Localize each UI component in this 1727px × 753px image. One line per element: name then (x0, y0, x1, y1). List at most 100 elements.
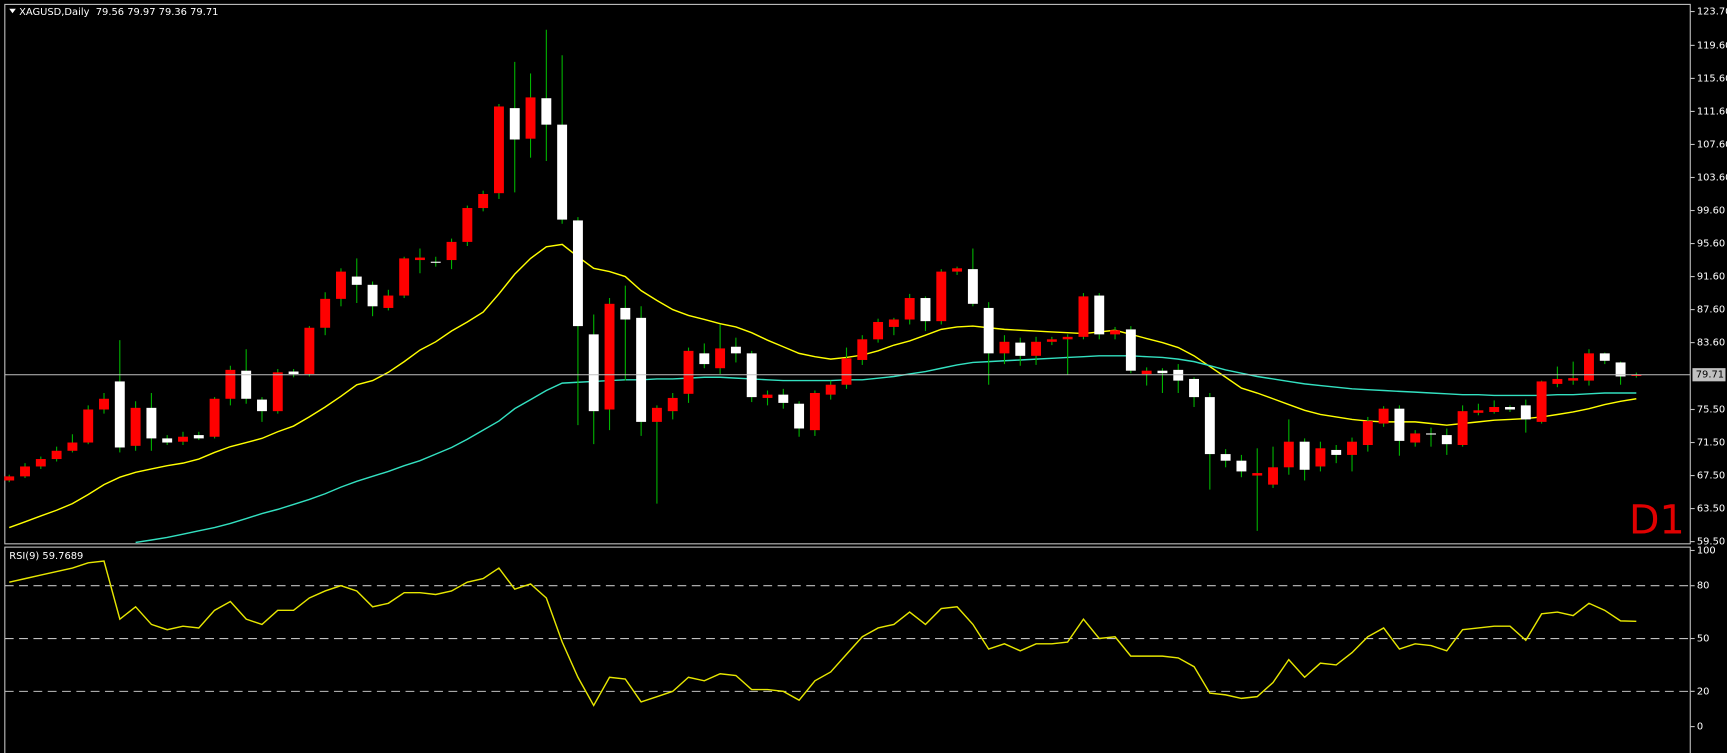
candle-body (288, 371, 299, 374)
candle-body (272, 372, 283, 412)
candle-body (478, 194, 489, 209)
candle-body (493, 106, 504, 194)
candle-body (130, 407, 141, 446)
candle-body (162, 438, 173, 443)
candle-body (1252, 473, 1263, 476)
y-tick-label: 119.60 (1697, 40, 1727, 51)
candle-body (304, 327, 315, 374)
candle-body (1552, 378, 1563, 384)
candle-body (51, 450, 62, 460)
candle-body (888, 319, 899, 327)
candle-body (794, 403, 805, 429)
candle-body (667, 397, 678, 412)
candle-body (1220, 454, 1231, 461)
y-tick-label: 50 (1697, 634, 1710, 645)
y-tick-label: 111.60 (1697, 106, 1727, 117)
candle-body (399, 258, 410, 296)
candle-body (1125, 329, 1136, 371)
candle-body (699, 353, 710, 365)
candle-body (146, 407, 157, 439)
rsi-title: RSI(9) 59.7689 (9, 551, 83, 562)
candle-body (1189, 378, 1199, 398)
candle-body (1631, 374, 1642, 376)
candle-body (1520, 405, 1531, 420)
moving-average (8, 243, 1637, 529)
candle-body (1362, 421, 1373, 446)
candle-body (983, 307, 994, 354)
candle-body (1299, 441, 1310, 470)
candle-body (1584, 353, 1594, 381)
last-price-label: 79.71 (1696, 370, 1724, 381)
rsi-line (9, 560, 1637, 707)
candle-body (1031, 341, 1042, 356)
candle-body (1505, 407, 1515, 410)
candle-body (114, 381, 125, 448)
candle-body (1410, 433, 1421, 443)
candle-body (1078, 296, 1089, 337)
candle-body (193, 435, 204, 439)
y-tick-label: 91.60 (1697, 272, 1725, 283)
candle-body (320, 298, 331, 328)
candle-body (1094, 295, 1105, 335)
y-tick-label: 75.50 (1697, 404, 1725, 415)
candle-body (1568, 378, 1579, 381)
candle-body (841, 358, 852, 385)
candle-body (336, 271, 346, 299)
candle-body (257, 399, 267, 412)
candle-body (20, 466, 30, 477)
candle-body (525, 97, 536, 139)
candle-body (999, 341, 1010, 354)
y-tick-label: 99.60 (1697, 206, 1725, 217)
candle-body (557, 124, 568, 220)
candle-body (1441, 435, 1452, 445)
candle-body (1473, 410, 1484, 413)
y-tick-label: 63.50 (1697, 504, 1725, 515)
candle-body (604, 303, 615, 410)
y-tick-label: 83.60 (1697, 338, 1725, 349)
candle-body (683, 350, 694, 394)
candle-body (620, 307, 631, 320)
candle-body (1015, 342, 1026, 356)
y-tick-label: 20 (1697, 686, 1710, 697)
candle-body (430, 261, 441, 263)
y-tick-label: 95.60 (1697, 239, 1725, 250)
candle-body (1283, 441, 1294, 468)
main-panel-frame (4, 3, 1691, 545)
candle-body (351, 276, 362, 285)
candle-body (178, 436, 188, 442)
candle-body (1157, 370, 1168, 374)
last-price-box (1692, 368, 1726, 382)
candle-body (1347, 441, 1357, 455)
candle-body (462, 208, 473, 242)
y-tick-label: 123.70 (1697, 7, 1727, 18)
candle-body (904, 298, 915, 320)
candle-body (1204, 397, 1215, 455)
candle-body (636, 317, 647, 422)
candle-body (241, 370, 252, 399)
candle-body (651, 407, 662, 422)
candle-body (715, 348, 726, 369)
candle-body (209, 398, 220, 437)
candle-body (952, 268, 963, 272)
candle-body (1394, 408, 1405, 441)
y-tick-label: 67.50 (1697, 471, 1725, 482)
moving-average (135, 355, 1637, 544)
candle-body (1062, 336, 1073, 340)
candle-body (4, 476, 15, 481)
candle-body (1457, 411, 1468, 446)
y-tick-label: 107.60 (1697, 139, 1727, 150)
candle-body (541, 98, 552, 125)
candle-body (1315, 448, 1326, 467)
candle-body (778, 394, 789, 403)
candle-body (730, 346, 741, 354)
y-tick-label: 87.60 (1697, 305, 1725, 316)
candle-body (572, 220, 583, 327)
candle-body (35, 459, 46, 467)
candle-body (825, 384, 836, 395)
candle-body (1331, 449, 1342, 455)
candle-body (1046, 339, 1057, 342)
candle-body (809, 392, 820, 431)
candle-body (967, 269, 978, 304)
candle-body (1378, 408, 1389, 424)
